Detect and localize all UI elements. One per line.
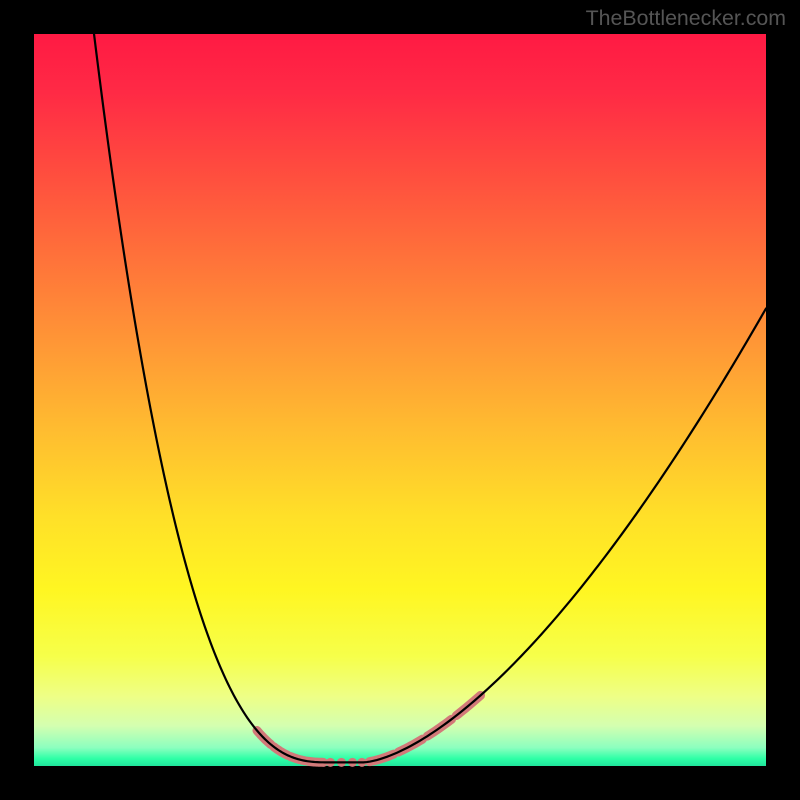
watermark-text: TheBottlenecker.com — [586, 6, 786, 31]
bottleneck-curve — [94, 34, 766, 762]
stage: TheBottlenecker.com — [0, 0, 800, 800]
bottleneck-curve-layer — [0, 0, 800, 800]
